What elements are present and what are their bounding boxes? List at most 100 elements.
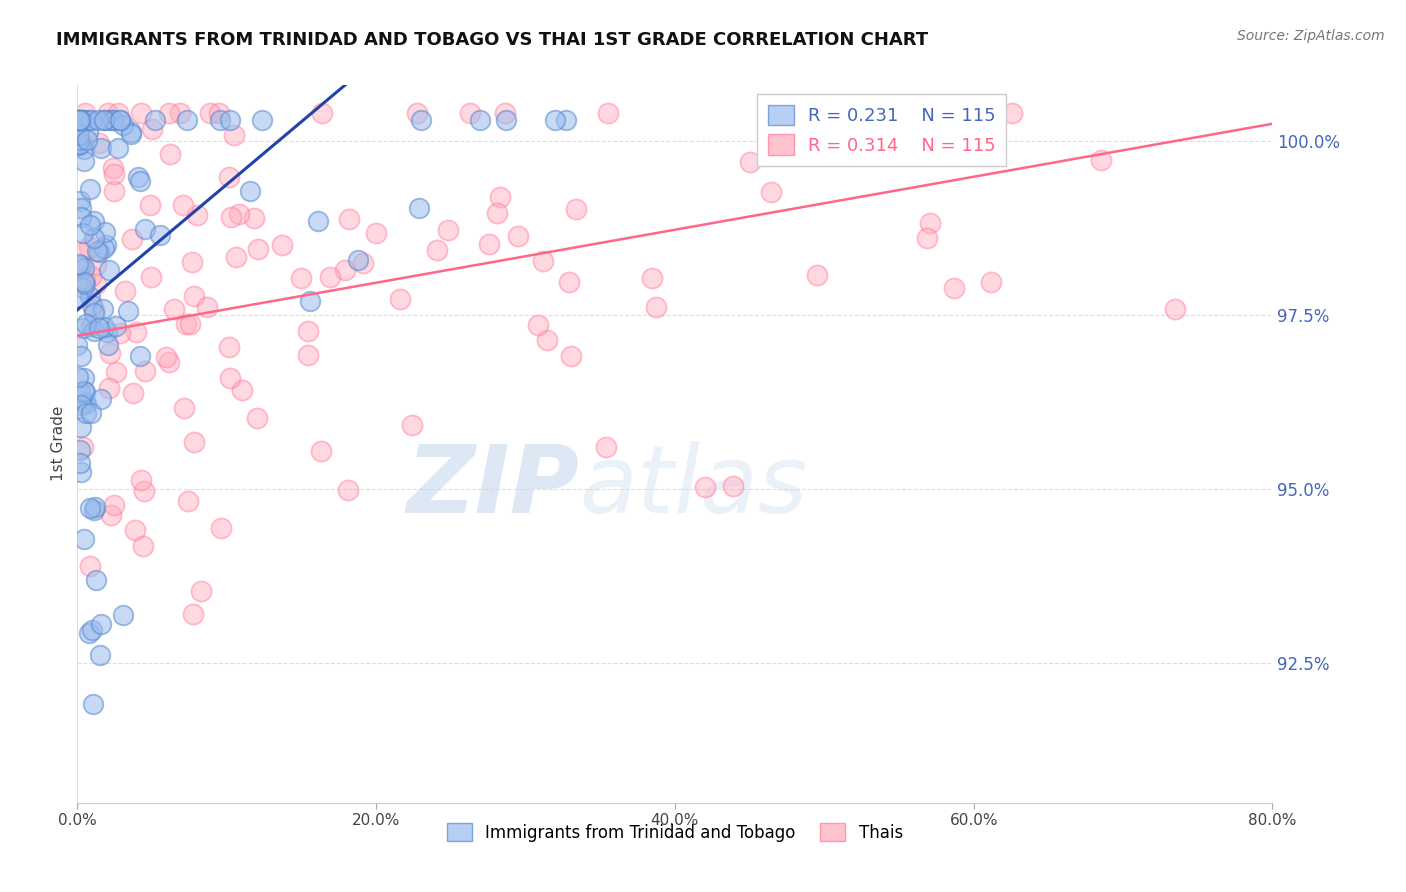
Point	[103, 185, 125, 199]
Point	[222, 128, 245, 142]
Point	[90, 617, 112, 632]
Point	[98, 112, 121, 127]
Point	[527, 318, 550, 332]
Point	[319, 269, 342, 284]
Point	[87, 112, 110, 127]
Point	[177, 494, 200, 508]
Point	[149, 227, 172, 242]
Point	[91, 301, 114, 316]
Point	[195, 300, 218, 314]
Point	[90, 392, 112, 406]
Point	[97, 338, 120, 352]
Point	[738, 155, 761, 169]
Point	[105, 318, 128, 333]
Point	[209, 521, 232, 535]
Point	[132, 484, 155, 499]
Point	[72, 320, 94, 334]
Point	[228, 207, 250, 221]
Point	[80, 298, 103, 312]
Point	[70, 420, 93, 434]
Point	[129, 473, 152, 487]
Point	[183, 435, 205, 450]
Point	[97, 105, 120, 120]
Point	[83, 306, 105, 320]
Point	[179, 317, 201, 331]
Point	[389, 292, 412, 306]
Point	[79, 218, 101, 232]
Point	[79, 319, 101, 334]
Point	[75, 317, 97, 331]
Point	[129, 105, 152, 120]
Point	[80, 112, 103, 127]
Point	[219, 210, 242, 224]
Point	[72, 371, 94, 385]
Point	[124, 523, 146, 537]
Point	[198, 105, 221, 120]
Point	[117, 304, 139, 318]
Point	[98, 346, 121, 360]
Point	[155, 351, 177, 365]
Point	[127, 169, 149, 184]
Point	[72, 245, 94, 260]
Point	[297, 349, 319, 363]
Point	[82, 697, 104, 711]
Point	[69, 194, 91, 208]
Point	[246, 411, 269, 425]
Point	[536, 334, 558, 348]
Point	[157, 105, 180, 120]
Point	[290, 270, 312, 285]
Point	[406, 105, 429, 120]
Point	[247, 242, 270, 256]
Point	[309, 444, 332, 458]
Point	[409, 112, 432, 127]
Point	[554, 112, 576, 127]
Legend: Immigrants from Trinidad and Tobago, Thais: Immigrants from Trinidad and Tobago, Tha…	[440, 817, 910, 848]
Point	[270, 237, 292, 252]
Point	[488, 190, 510, 204]
Point	[67, 128, 90, 142]
Point	[208, 112, 231, 127]
Point	[94, 225, 117, 239]
Point	[134, 221, 156, 235]
Point	[87, 136, 110, 151]
Point	[73, 112, 96, 127]
Point	[105, 365, 128, 379]
Point	[208, 105, 231, 120]
Point	[70, 112, 93, 127]
Point	[69, 443, 91, 458]
Point	[915, 231, 938, 245]
Point	[75, 397, 97, 411]
Point	[174, 317, 197, 331]
Point	[120, 125, 142, 139]
Point	[531, 253, 554, 268]
Point	[723, 479, 745, 493]
Point	[97, 263, 120, 277]
Point	[111, 608, 134, 623]
Point	[73, 260, 96, 275]
Point	[458, 105, 481, 120]
Point	[69, 112, 91, 127]
Point	[231, 383, 253, 397]
Point	[595, 440, 617, 454]
Point	[486, 205, 509, 219]
Text: Source: ZipAtlas.com: Source: ZipAtlas.com	[1237, 29, 1385, 43]
Point	[122, 386, 145, 401]
Point	[112, 118, 135, 132]
Point	[920, 217, 942, 231]
Point	[644, 300, 666, 314]
Point	[69, 112, 91, 127]
Point	[79, 406, 101, 420]
Point	[83, 230, 105, 244]
Point	[1090, 153, 1112, 167]
Point	[121, 232, 143, 246]
Point	[141, 122, 163, 136]
Point	[437, 223, 460, 237]
Point	[225, 250, 247, 264]
Point	[337, 483, 360, 498]
Point	[77, 125, 100, 139]
Point	[67, 112, 90, 127]
Point	[73, 384, 96, 398]
Point	[879, 105, 901, 120]
Point	[598, 105, 620, 120]
Point	[141, 269, 163, 284]
